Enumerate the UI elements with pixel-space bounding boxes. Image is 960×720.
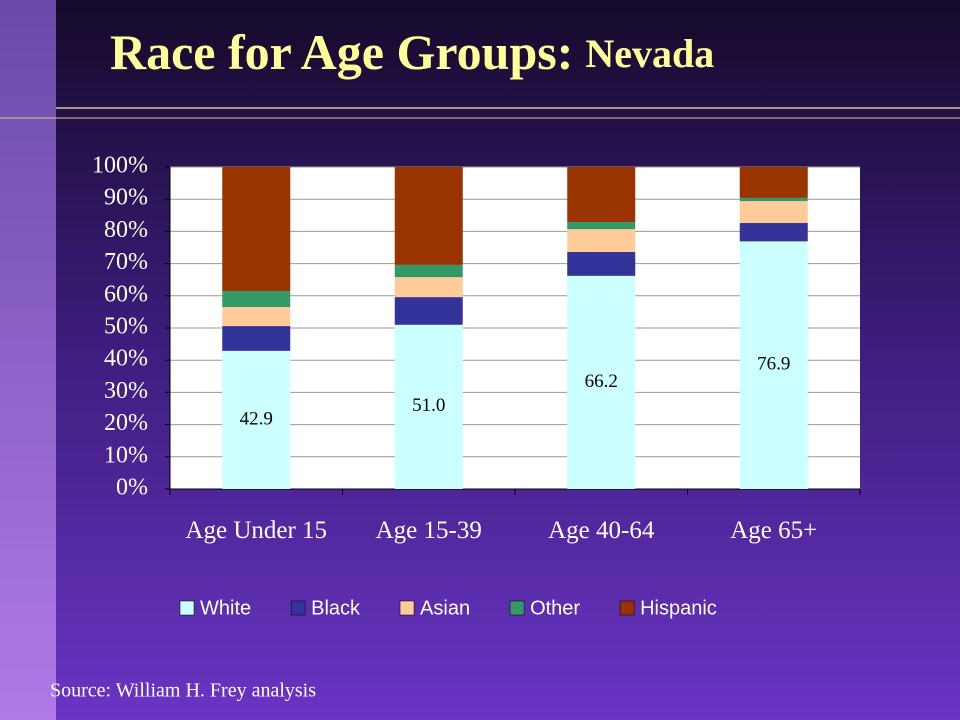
legend-swatch bbox=[509, 600, 525, 616]
bar-segment bbox=[567, 167, 636, 223]
x-tick-label: Age 65+ bbox=[730, 517, 818, 544]
bar-segment bbox=[222, 307, 291, 327]
y-tick-label: 30% bbox=[104, 378, 148, 404]
y-tick-label: 100% bbox=[92, 153, 148, 179]
title-place: Nevada bbox=[585, 31, 714, 76]
y-tick-label: 50% bbox=[104, 314, 148, 340]
legend-swatch bbox=[399, 600, 415, 616]
bar-segment bbox=[567, 275, 636, 489]
bar-segment bbox=[222, 326, 291, 351]
bar-segment bbox=[567, 252, 636, 276]
bar-segment bbox=[394, 277, 463, 298]
bar-segment bbox=[222, 350, 291, 489]
bar-segment bbox=[394, 297, 463, 325]
bar-segment bbox=[567, 229, 636, 253]
data-label: 42.9 bbox=[240, 408, 273, 429]
data-label: 51.0 bbox=[412, 395, 445, 416]
y-tick-label: 0% bbox=[116, 475, 148, 501]
legend-swatch bbox=[179, 600, 195, 616]
bar-segment bbox=[567, 222, 636, 230]
y-tick-label: 90% bbox=[104, 185, 148, 211]
x-tick-label: Age 15-39 bbox=[375, 517, 482, 544]
bar-segment bbox=[394, 324, 463, 489]
bar-segment bbox=[739, 197, 808, 202]
y-tick-label: 10% bbox=[104, 442, 148, 468]
bar-segment bbox=[739, 167, 808, 198]
bar-segment bbox=[739, 223, 808, 242]
y-tick-label: 20% bbox=[104, 410, 148, 436]
chart-title: Race for Age Groups: Nevada bbox=[110, 24, 714, 80]
data-label: 76.9 bbox=[757, 354, 790, 375]
legend-label: Asian bbox=[420, 597, 470, 619]
legend-swatch bbox=[619, 600, 635, 616]
bar-segment bbox=[739, 201, 808, 224]
side-strip bbox=[0, 0, 56, 720]
legend-label: White bbox=[200, 597, 251, 619]
y-tick-label: 80% bbox=[104, 217, 148, 243]
bar-segment bbox=[739, 241, 808, 489]
bar-segment bbox=[222, 290, 291, 308]
legend-label: Black bbox=[311, 597, 361, 619]
legend-label: Hispanic bbox=[640, 597, 717, 619]
x-tick-label: Age Under 15 bbox=[185, 517, 328, 544]
data-label: 66.2 bbox=[585, 371, 618, 392]
bar-segment bbox=[394, 264, 463, 278]
y-tick-label: 70% bbox=[104, 249, 148, 275]
bar-segment bbox=[222, 167, 291, 291]
x-tick-label: Age 40-64 bbox=[548, 517, 655, 544]
legend-label: Other bbox=[530, 597, 580, 619]
y-tick-label: 60% bbox=[104, 281, 148, 307]
y-tick-label: 40% bbox=[104, 346, 148, 372]
bar-segment bbox=[394, 167, 463, 265]
legend-swatch bbox=[290, 600, 306, 616]
source: Source: William H. Frey analysis bbox=[50, 680, 316, 702]
title-main: Race for Age Groups: bbox=[110, 24, 573, 80]
